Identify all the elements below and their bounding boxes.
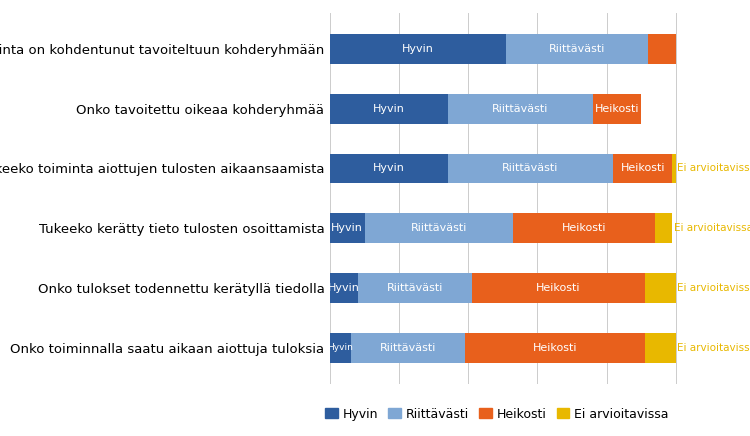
Text: Riittävästi: Riittävästi: [386, 283, 442, 293]
Text: Hyvin: Hyvin: [328, 283, 360, 293]
Bar: [330, 34, 506, 64]
Bar: [592, 94, 641, 124]
Text: Hyvin: Hyvin: [328, 343, 353, 352]
Bar: [672, 153, 676, 184]
Bar: [655, 213, 672, 243]
Text: Ei arvioitavissa: Ei arvioitavissa: [677, 283, 750, 293]
Legend: Hyvin, Riittävästi, Heikosti, Ei arvioitavissa: Hyvin, Riittävästi, Heikosti, Ei arvioit…: [320, 402, 674, 426]
Bar: [330, 153, 448, 184]
Bar: [644, 273, 676, 303]
Bar: [330, 333, 351, 363]
Bar: [614, 153, 672, 184]
Text: Riittävästi: Riittävästi: [492, 104, 548, 114]
Text: Ei arvioitavissa: Ei arvioitavissa: [677, 164, 750, 174]
Text: Hyvin: Hyvin: [402, 44, 434, 54]
Bar: [472, 273, 644, 303]
Text: Heikosti: Heikosti: [595, 104, 639, 114]
Bar: [364, 213, 513, 243]
Text: Riittävästi: Riittävästi: [411, 223, 467, 233]
Text: Riittävästi: Riittävästi: [503, 164, 559, 174]
Text: Hyvin: Hyvin: [332, 223, 363, 233]
Text: Hyvin: Hyvin: [373, 104, 405, 114]
Bar: [506, 34, 648, 64]
Text: Hyvin: Hyvin: [373, 164, 405, 174]
Bar: [448, 153, 614, 184]
Text: Ei arvioitavissa: Ei arvioitavissa: [677, 343, 750, 353]
Bar: [513, 213, 655, 243]
Bar: [358, 273, 472, 303]
Text: Riittävästi: Riittävästi: [549, 44, 605, 54]
Bar: [448, 94, 592, 124]
Text: Heikosti: Heikosti: [620, 164, 665, 174]
Text: Heikosti: Heikosti: [536, 283, 580, 293]
Bar: [330, 213, 364, 243]
Text: Heikosti: Heikosti: [532, 343, 577, 353]
Bar: [644, 333, 676, 363]
Text: Heikosti: Heikosti: [562, 223, 606, 233]
Bar: [330, 273, 358, 303]
Text: Riittävästi: Riittävästi: [380, 343, 436, 353]
Bar: [465, 333, 644, 363]
Bar: [330, 94, 448, 124]
Bar: [351, 333, 465, 363]
Text: Ei arvioitavissa: Ei arvioitavissa: [674, 223, 750, 233]
Bar: [648, 34, 676, 64]
